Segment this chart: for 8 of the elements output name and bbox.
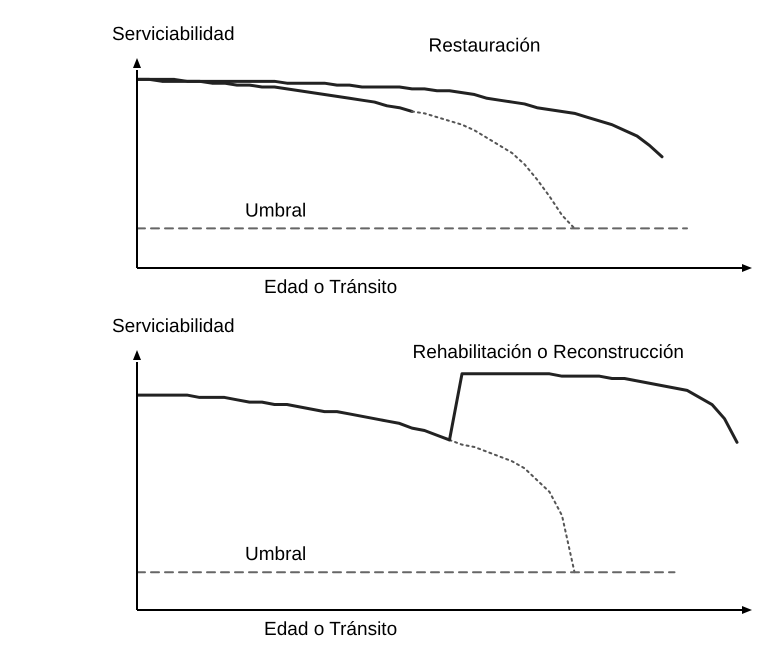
- x-axis-title: Edad o Tránsito: [264, 619, 398, 640]
- series-label: Umbral: [245, 200, 306, 222]
- series-label: Umbral: [245, 544, 306, 566]
- series-label: Restauración: [428, 35, 540, 56]
- y-axis-title: Serviciabilidad: [112, 24, 235, 45]
- series-label: Rehabilitación o Reconstrucción: [412, 342, 684, 363]
- x-axis-title: Edad o Tránsito: [264, 277, 398, 298]
- y-axis-title: Serviciabilidad: [112, 316, 235, 337]
